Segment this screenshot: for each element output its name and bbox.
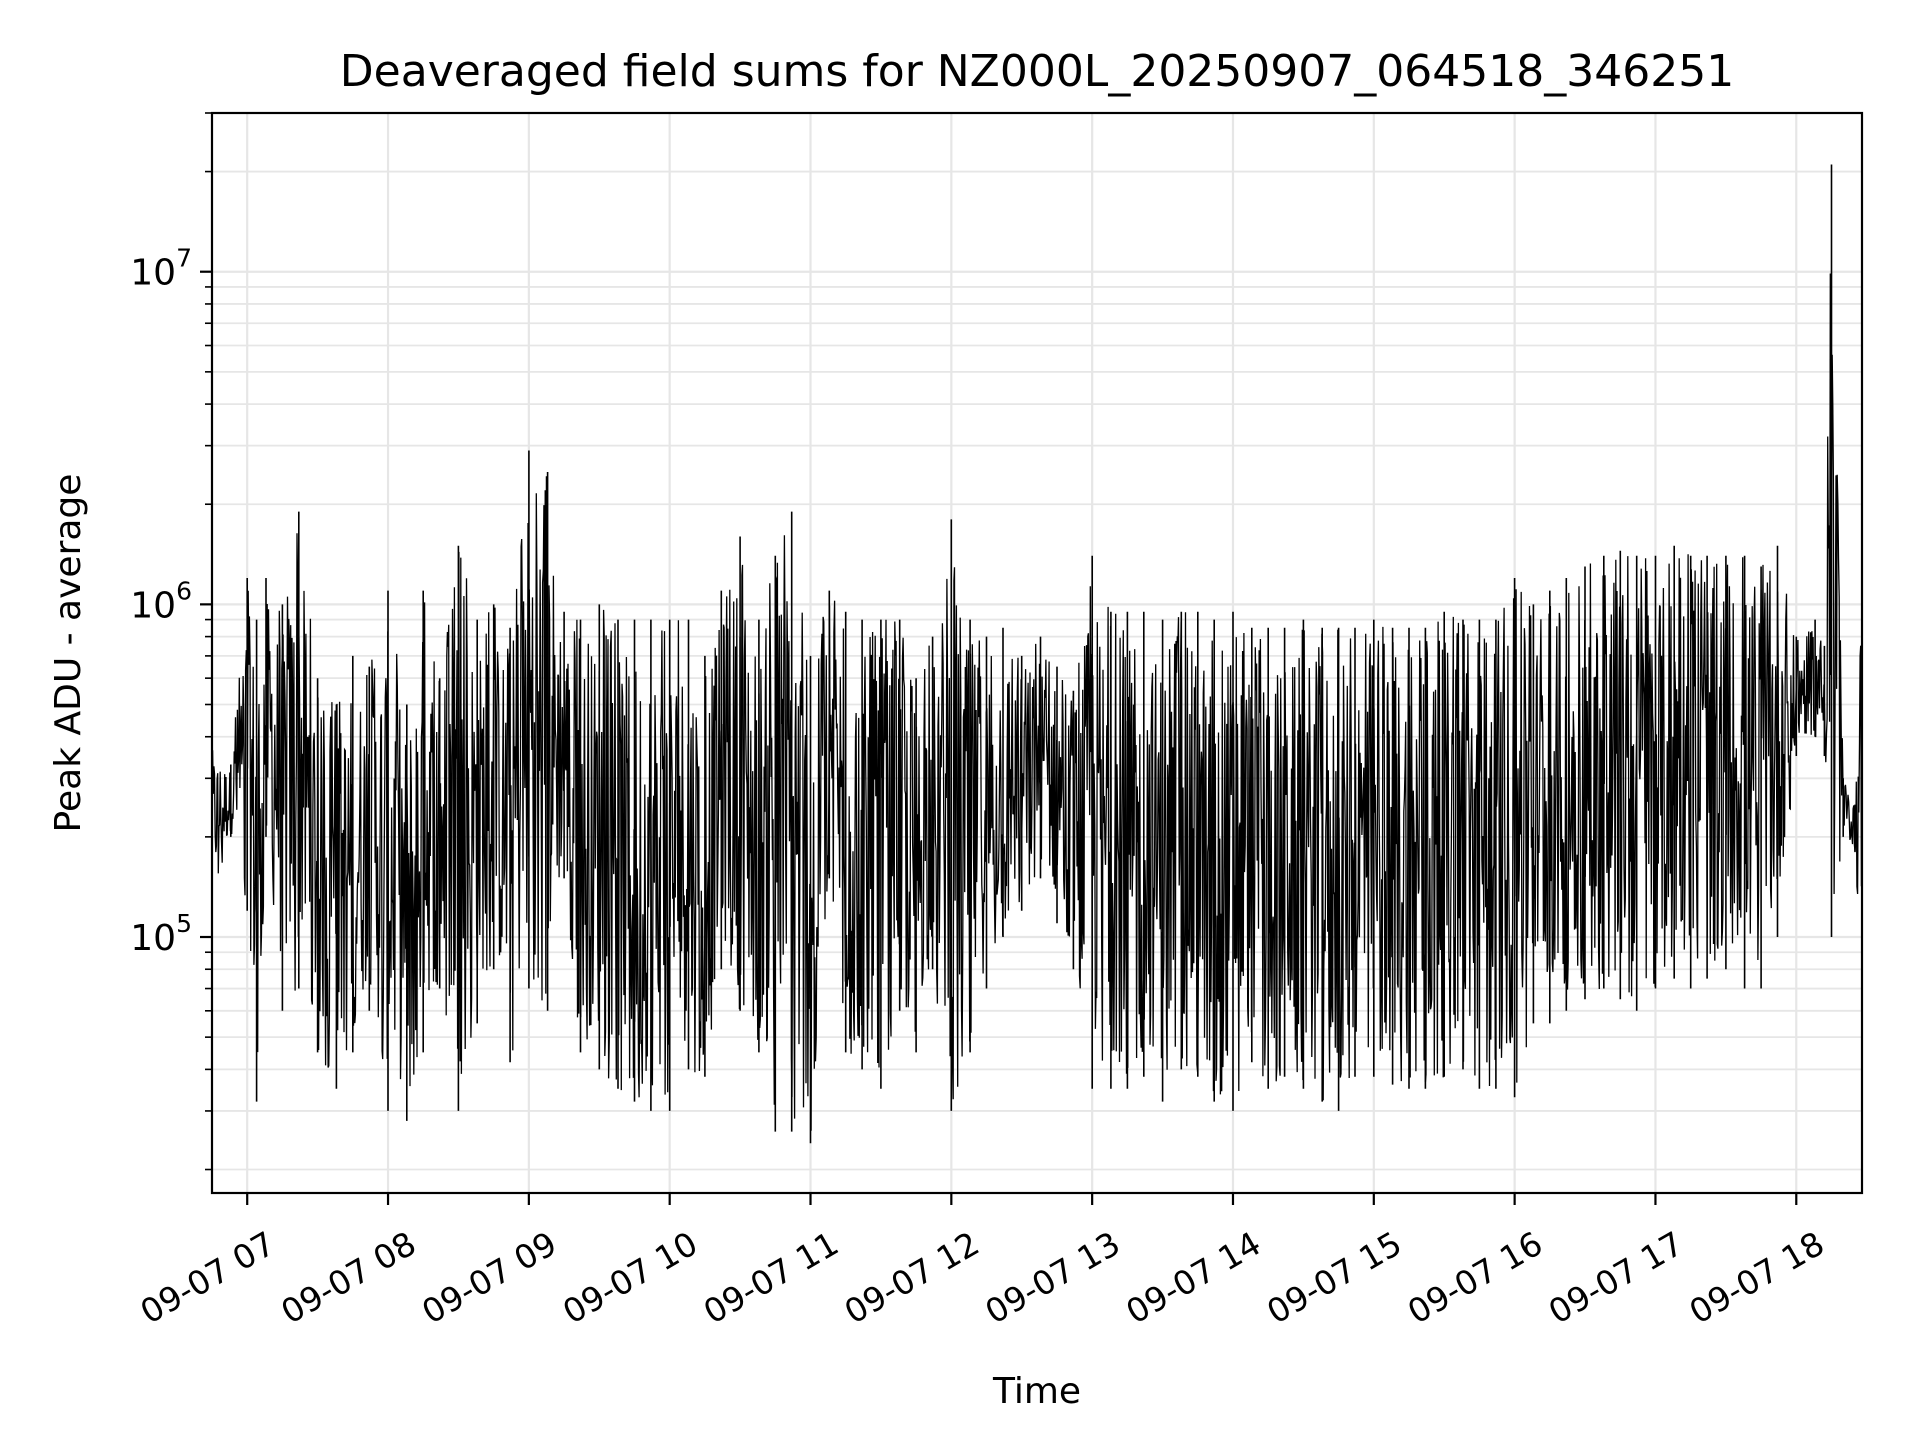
series-extremes <box>212 164 1862 1144</box>
series-path <box>212 273 1862 1131</box>
y-tick-label: 107 <box>130 244 192 294</box>
y-axis-label: Peak ADU - average <box>48 474 89 833</box>
series-line <box>212 164 1862 1144</box>
plot-frame <box>210 111 1864 1195</box>
x-axis-label: Time <box>992 1371 1081 1412</box>
y-axis-ticks: 105 106 107 <box>130 112 212 1171</box>
chart-title: Deaveraged field sums for NZ000L_2025090… <box>340 46 1734 97</box>
y-tick-label: 106 <box>130 576 192 626</box>
y-tick-label: 105 <box>130 909 192 959</box>
